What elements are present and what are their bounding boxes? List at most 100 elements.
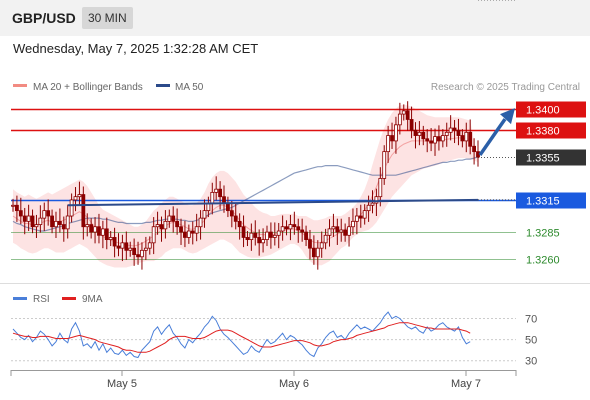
candle-body <box>347 226 351 236</box>
candle-body <box>272 234 277 238</box>
candle-body <box>409 119 414 131</box>
x-tick-label: May 5 <box>107 378 137 390</box>
candle-body <box>456 129 461 136</box>
candle-body <box>390 135 394 142</box>
timeframe-button[interactable]: 30 MIN <box>82 7 133 29</box>
candle-body <box>468 131 473 147</box>
header-bar: GBP/USD 30 MIN <box>0 0 590 36</box>
candle-body <box>421 131 426 140</box>
candle-body <box>46 210 51 217</box>
x-tick-label: May 7 <box>451 378 481 390</box>
candle-body <box>429 140 434 144</box>
candle-body <box>167 215 172 222</box>
candle-body <box>159 224 164 230</box>
candle-body <box>378 178 383 198</box>
candle-body <box>34 224 39 228</box>
candle-body <box>93 226 97 233</box>
level-tag-label: 1.3355 <box>526 153 560 165</box>
candle-body <box>226 202 230 212</box>
forecast-arrow-head <box>500 108 515 125</box>
rsi-tick-label: 50 <box>525 335 537 347</box>
candle-body <box>362 210 367 219</box>
candle-body <box>315 247 320 258</box>
candle-body <box>401 110 406 115</box>
candle-body <box>73 196 78 201</box>
datetime-label: Wednesday, May 7, 2025 1:32:28 AM CET <box>13 41 259 56</box>
candle-body <box>331 226 336 230</box>
chart-overlays <box>67 108 516 207</box>
candle-body <box>288 224 293 230</box>
level-tag-label: 1.3400 <box>526 105 560 117</box>
candle-body <box>382 151 387 179</box>
candle-body <box>296 226 301 231</box>
candle-body <box>89 224 94 233</box>
candle-body <box>394 124 398 142</box>
legend-ma50-swatch <box>156 84 170 87</box>
level-tag-pivot <box>516 192 586 209</box>
rsi-tick-label: 70 <box>525 313 537 325</box>
level-tag-label: 1.3260 <box>526 255 560 267</box>
ma50-path <box>12 156 479 232</box>
level-tag-label: 1.3285 <box>526 228 560 240</box>
candle-body <box>183 231 187 238</box>
candle-body <box>140 249 144 258</box>
candle-body <box>194 226 199 234</box>
candle-body <box>57 220 62 225</box>
candle-body <box>433 136 437 144</box>
level-tag-label: 1.3380 <box>526 126 560 138</box>
candle-body <box>366 204 371 212</box>
candle-body <box>304 231 308 241</box>
candle-body <box>210 191 215 204</box>
candle-body <box>163 220 168 230</box>
bollinger-band <box>12 104 478 268</box>
candle-body <box>358 215 363 219</box>
candle-body <box>179 226 183 233</box>
candle-body <box>26 215 31 222</box>
candle-body <box>452 127 457 131</box>
candle-body <box>327 228 332 236</box>
candle-body <box>343 229 348 236</box>
candle-body <box>54 220 58 228</box>
candle-body <box>15 204 19 212</box>
candle-body <box>237 220 242 228</box>
candle-body <box>253 232 258 238</box>
candle-body <box>351 220 355 228</box>
candle-body <box>155 224 160 228</box>
candle-body <box>417 131 422 136</box>
candle-body <box>308 239 312 249</box>
candle-body <box>61 224 66 230</box>
candle-body <box>175 220 180 228</box>
candle-body <box>104 228 109 240</box>
candle-body <box>437 136 441 142</box>
level-tags: 1.3400 1.3380 1.3355 1.3315 1.3285 1.3260 <box>516 101 586 267</box>
candle-body <box>81 194 86 228</box>
candle-body <box>460 135 465 142</box>
candle-body <box>386 135 391 153</box>
candle-body <box>124 242 129 251</box>
candle-body <box>405 110 410 120</box>
candle-body <box>233 215 238 222</box>
candle-body <box>218 188 223 198</box>
forecast-arrow-shaft <box>478 118 507 156</box>
candle-body <box>38 217 43 225</box>
candle-body <box>323 234 328 244</box>
rsi-line <box>12 311 471 359</box>
candle-body <box>319 242 324 249</box>
candle-body <box>42 210 47 219</box>
candle-body <box>339 229 344 233</box>
candle-body <box>370 202 375 206</box>
copyright-text: Research © 2025 Trading Central <box>431 82 580 93</box>
level-tag-last <box>516 149 586 166</box>
candle-body <box>50 215 54 228</box>
candle-body <box>472 145 476 153</box>
ma20-line <box>12 137 471 247</box>
candle-body <box>112 237 117 247</box>
rsi-tick-label: 30 <box>525 356 537 368</box>
candle-body <box>265 231 269 241</box>
pair-label: GBP/USD <box>12 10 76 26</box>
candle-body <box>292 224 297 228</box>
x-axis-labels: May 5 May 6 May 7 <box>10 370 517 390</box>
candle-body <box>77 194 82 198</box>
rsi-9ma-line <box>12 322 471 353</box>
candle-body <box>147 242 152 249</box>
